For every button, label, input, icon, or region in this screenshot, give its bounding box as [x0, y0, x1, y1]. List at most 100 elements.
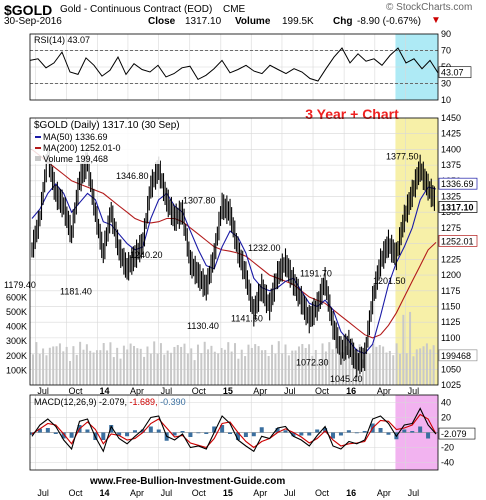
macd-histogram-bar: [156, 429, 161, 433]
volume-bar: [250, 347, 253, 385]
volume-bar: [143, 356, 146, 385]
volume-bar: [89, 350, 92, 385]
price-side-label-box: [438, 235, 478, 247]
macd-histogram-bar: [362, 431, 367, 433]
price-tick-label: 1200: [441, 270, 461, 280]
rsi-line: [29, 47, 439, 82]
macd-histogram-bar: [85, 429, 90, 433]
volume-last-box: [438, 349, 478, 362]
macd-last-value: -2.079: [441, 429, 467, 439]
volume-bar: [415, 349, 418, 385]
volume-bar: [203, 341, 206, 385]
volume-bar: [193, 360, 196, 385]
volume-bar: [318, 359, 321, 385]
volume-bar: [92, 352, 95, 385]
macd-x-label: 14: [100, 488, 110, 498]
volume-bar: [38, 353, 41, 385]
volume-bar: [304, 347, 307, 385]
volume-bar: [146, 346, 149, 385]
macd-last-value-box: [438, 427, 476, 440]
macd-histogram-bar: [251, 432, 256, 437]
volume-bar: [136, 348, 139, 385]
macd-line: [31, 407, 437, 453]
volume-bar: [432, 345, 435, 385]
macd-histogram-bar: [410, 431, 415, 433]
macd-histogram-bar: [132, 430, 137, 433]
volume-bar: [126, 349, 129, 385]
price-extreme-label: 1181.40: [60, 287, 92, 297]
volume-bar: [321, 343, 324, 385]
volume-bar: [277, 341, 280, 385]
price-x-label: Jul: [408, 386, 420, 396]
volume-bar: [45, 355, 48, 385]
volume-bar: [210, 345, 213, 385]
volume-bar: [156, 353, 159, 385]
macd-histogram-bar: [259, 427, 264, 433]
macd-histogram-bar: [426, 432, 431, 439]
macd-histogram-bar: [283, 430, 288, 433]
volume-bar: [79, 341, 82, 385]
price-x-label: Apr: [130, 386, 144, 396]
macd-histogram-bar: [45, 428, 50, 433]
change-label: Chg: [333, 16, 353, 27]
price-extreme-label: 1346.80: [116, 171, 149, 181]
volume-bar: [42, 348, 45, 385]
price-extreme-label: 1179.40: [4, 280, 36, 290]
chart-header: $GOLD Gold - Continuous Contract (EOD) C…: [0, 0, 486, 27]
macd-histogram-bar: [275, 428, 280, 433]
macd-histogram-bar: [354, 432, 359, 434]
macd-histogram-bar: [140, 429, 145, 433]
price-x-label: Jul: [284, 386, 296, 396]
price-tick-label: 1225: [441, 254, 461, 264]
volume-bar: [388, 350, 391, 385]
price-tick-label: 1450: [441, 113, 461, 123]
ma50-legend-label: MA(50) 1336.69: [43, 132, 108, 142]
macd-histogram-bar: [69, 432, 74, 438]
volume-bar: [32, 354, 34, 385]
ma200-legend-label: MA(200) 1252.01-0: [43, 143, 121, 153]
ma200-line: [31, 148, 437, 339]
price-tick-label: 1325: [441, 192, 461, 202]
volume-bar: [341, 352, 344, 385]
volume-bar: [102, 343, 105, 385]
volume-bar: [409, 311, 412, 385]
ma50-line: [31, 183, 437, 355]
volume-bar: [412, 356, 415, 385]
volume-bar: [173, 346, 176, 385]
macd-signal-line: [31, 413, 437, 449]
macd-tick-label: -20: [441, 443, 454, 453]
volume-bar: [82, 349, 85, 385]
volume-bar: [200, 353, 203, 385]
volume-bar: [378, 345, 381, 385]
macd-histogram-bar: [307, 432, 312, 436]
volume-bar: [338, 352, 341, 385]
rsi-tick-label: 70: [441, 46, 451, 56]
price-legend-bg: [32, 120, 160, 164]
volume-bar: [405, 353, 408, 385]
volume-bar: [207, 349, 210, 385]
close-value: 1317.10: [185, 16, 222, 27]
price-extreme-label: 1072.30: [296, 357, 329, 367]
volume-bar: [308, 344, 311, 385]
macd-histogram-bar: [386, 432, 391, 435]
volume-tick-label: 100K: [6, 365, 27, 375]
volume-bar: [234, 343, 236, 385]
volume-bar: [48, 347, 51, 385]
macd-x-label: Apr: [377, 488, 391, 498]
volume-bar: [176, 345, 179, 385]
volume-bar: [311, 355, 314, 385]
volume-bar: [186, 353, 189, 385]
macd-tick-label: -40: [441, 458, 454, 468]
macd-histogram-bar: [204, 432, 209, 434]
macd-histogram-bar: [117, 432, 122, 436]
price-side-label-box: [438, 201, 478, 213]
price-side-label: 1336.69: [441, 179, 474, 189]
price-tick-label: 1400: [441, 144, 461, 154]
macd-panel-border: [29, 394, 439, 471]
volume-bar: [385, 352, 388, 385]
volume-bar: [240, 349, 243, 385]
volume-value: 199.5K: [282, 16, 314, 27]
volume-tick-label: 400K: [6, 322, 27, 332]
volume-bar: [129, 343, 132, 385]
volume-bar: [331, 349, 334, 385]
